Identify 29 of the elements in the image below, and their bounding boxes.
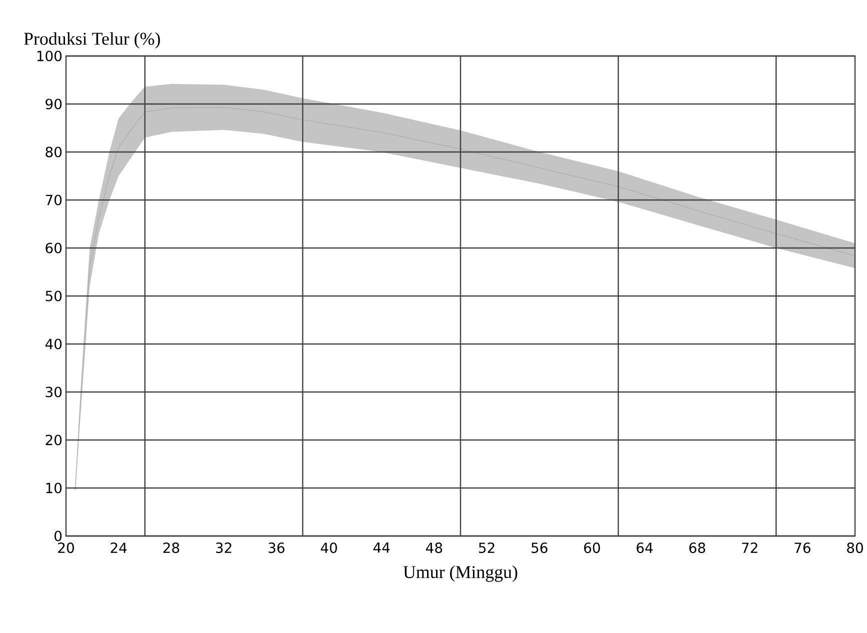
x-tick-label: 24 [110,542,127,553]
x-tick-label: 32 [216,542,232,554]
y-tick-label: 50 [46,290,62,302]
y-tick-label: 20 [46,434,62,446]
x-tick-label: 64 [636,542,653,554]
x-tick-label: 72 [742,542,758,553]
x-tick-label: 52 [479,542,494,554]
y-tick-label: 30 [46,386,62,398]
x-axis-title: Umur (Minggu) [403,566,518,582]
y-axis-title: Produksi Telur (%) [24,32,160,48]
x-tick-label: 40 [320,542,337,554]
y-tick-label: 70 [46,194,62,206]
x-tick-label: 80 [847,542,863,554]
y-tick-label: 100 [37,50,62,62]
x-tick-label: 48 [426,542,442,554]
y-tick-label: 80 [46,146,62,158]
x-tick-label: 60 [584,542,600,554]
x-tick-label: 44 [373,542,390,553]
y-tick-label: 10 [46,482,62,494]
y-tick-label: 60 [46,242,62,254]
x-tick-label: 36 [268,542,284,554]
x-tick-label: 56 [532,542,548,554]
x-tick-label: 20 [58,542,74,554]
x-tick-label: 68 [689,542,706,554]
x-tick-label: 28 [163,542,180,554]
x-tick-label: 76 [794,542,810,554]
y-tick-label: 40 [45,338,62,350]
y-tick-label: 0 [54,530,62,542]
y-tick-label: 90 [46,98,62,110]
